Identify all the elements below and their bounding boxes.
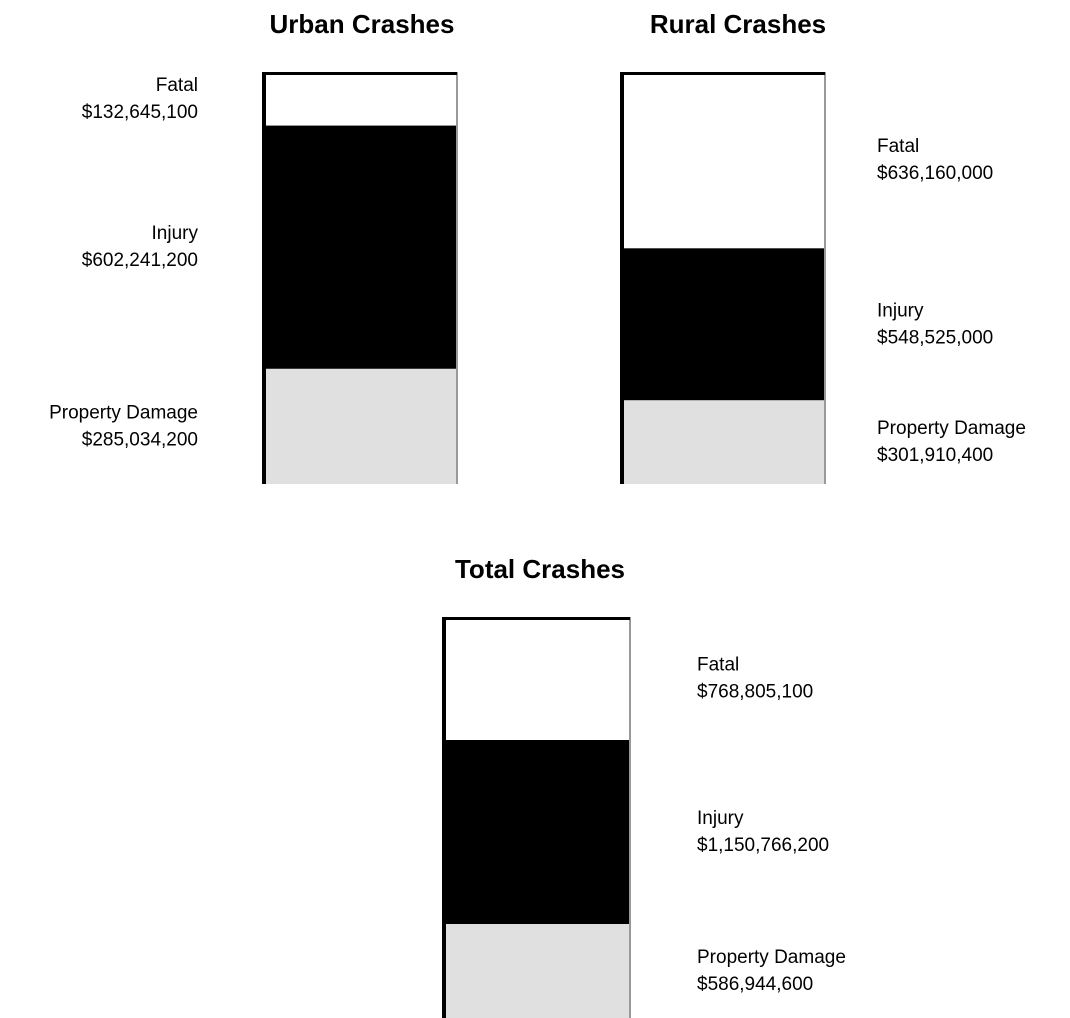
category-label: Fatal xyxy=(156,75,198,96)
bar-segment xyxy=(262,368,457,484)
bar-segment xyxy=(620,400,825,484)
value-label: $132,645,100 xyxy=(82,102,198,123)
value-label: $768,805,100 xyxy=(697,682,813,703)
category-label: Injury xyxy=(877,300,924,321)
bar-segment xyxy=(442,924,630,1018)
bar-segment xyxy=(262,72,457,126)
value-label: $602,241,200 xyxy=(82,250,198,271)
value-label: $301,910,400 xyxy=(877,445,993,466)
category-label: Injury xyxy=(697,808,744,829)
bar-segment xyxy=(442,617,630,740)
bar-segment xyxy=(620,248,825,401)
value-label: $1,150,766,200 xyxy=(697,835,829,856)
bar-segment xyxy=(262,125,457,369)
chart-title: Urban Crashes xyxy=(270,9,455,39)
category-label: Fatal xyxy=(697,655,739,676)
value-label: $285,034,200 xyxy=(82,429,198,450)
value-label: $636,160,000 xyxy=(877,163,993,184)
chart-title: Rural Crashes xyxy=(650,9,826,39)
value-label: $548,525,000 xyxy=(877,327,993,348)
category-label: Fatal xyxy=(877,136,919,157)
chart-title: Total Crashes xyxy=(455,554,625,584)
category-label: Injury xyxy=(152,223,199,244)
category-label: Property Damage xyxy=(49,402,198,423)
value-label: $586,944,600 xyxy=(697,974,813,995)
category-label: Property Damage xyxy=(877,418,1026,439)
category-label: Property Damage xyxy=(697,947,846,968)
bar-segment xyxy=(442,739,630,925)
bar-segment xyxy=(620,72,825,249)
